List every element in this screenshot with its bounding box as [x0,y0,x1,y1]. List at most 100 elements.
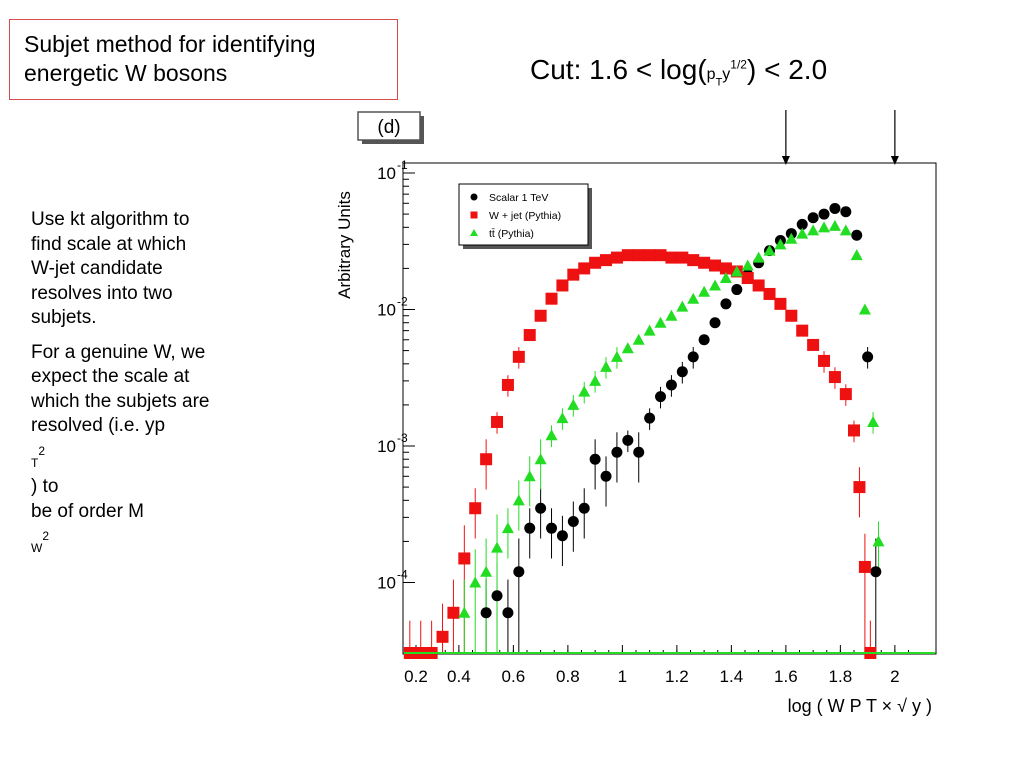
point-ttbar [600,360,613,372]
point-ttbar [867,415,880,427]
point-scalar [676,366,688,378]
legend-label: tt̄ (Pythia) [489,228,534,240]
y-tick-label-exponent: -4 [397,568,408,582]
legend-entries: Scalar 1 TeV W + jet (Pythia) tt̄ (Pythia) [470,192,561,240]
point-scalar [709,317,721,329]
point-wjet [610,251,623,264]
y-tick-label-base: 10 [377,574,396,593]
body-text: Use kt algorithm to find scale at which … [31,208,321,571]
point-scalar [818,208,830,220]
point-scalar [720,298,732,310]
point-ttbar [752,251,765,263]
slide-title-line-2: energetic W bosons [24,60,228,86]
point-wjet [632,249,645,262]
para2-line-4-sup: 2 [38,443,46,458]
cut-arrow-head [890,156,899,165]
point-wjet [491,415,504,428]
point-ttbar [654,316,667,328]
point-wjet [858,560,871,573]
point-wjet [774,297,787,310]
point-scalar [589,453,601,465]
x-tick-label: 1.8 [829,667,853,686]
slide-title-line-1: Subjet method for identifying [24,31,316,57]
cut-prefix: Cut: 1.6 < log( [530,54,707,85]
point-ttbar [501,522,514,534]
point-ttbar [774,238,787,250]
y-tick-label-exponent: -3 [397,431,408,445]
point-scalar [513,566,525,578]
point-wjet [853,481,866,494]
point-ttbar [818,221,831,233]
point-ttbar [676,300,689,312]
point-ttbar [687,292,700,304]
cut-arrow-head [781,156,790,165]
point-ttbar [828,219,841,231]
point-ttbar [632,333,645,345]
point-ttbar [469,576,482,588]
point-scalar [611,446,623,458]
cut-exp: 1/2 [730,57,747,72]
x-tick-label: 0.6 [502,667,526,686]
cut-t: T [715,76,723,89]
point-wjet [512,350,525,363]
x-tick-label: 1.6 [774,667,798,686]
x-tick-label: 1 [618,667,627,686]
point-ttbar [578,385,591,397]
point-ttbar [796,227,809,239]
point-ttbar [839,224,852,236]
point-wjet [687,254,700,267]
point-scalar [556,530,568,542]
point-scalar [731,284,743,296]
point-scalar [796,218,808,230]
point-wjet [848,424,860,437]
legend-marker [470,229,478,236]
point-wjet [741,272,754,285]
y-tick-label-base: 10 [377,164,396,183]
point-scalar [622,434,634,446]
point-wjet [621,249,634,262]
paragraph-1: Use kt algorithm to find scale at which … [31,208,321,331]
x-axis-label: log ( W P T × √ y ) [788,696,932,716]
point-scalar [600,470,612,482]
point-scalar [546,522,558,534]
point-scalar [491,590,503,602]
point-wjet [523,329,536,342]
point-wjet [534,309,547,322]
point-scalar [502,607,514,619]
legend-label: Scalar 1 TeV [489,192,548,204]
x-tick-label: 2 [890,667,899,686]
slide-title-box: Subjet method for identifying energetic … [9,19,398,100]
point-wjet [828,371,841,384]
legend-label: W + jet (Pythia) [489,210,561,222]
point-scalar [870,566,882,578]
para1-line-2: find scale at which [31,233,187,255]
legend-marker [470,211,478,219]
point-scalar [807,212,819,224]
paragraph-2: For a genuine W, we expect the scale at … [31,341,321,561]
point-ttbar [589,374,602,386]
point-scalar [524,522,536,534]
x-tick-label: 1.4 [720,667,744,686]
point-ttbar [858,303,871,315]
y-tick-label-exponent: -2 [397,295,408,309]
x-tick-label: 1.2 [665,667,689,686]
point-scalar [840,206,852,218]
point-ttbar [621,342,634,354]
point-ttbar [480,565,493,577]
para2-line-5-sub: W [31,541,43,556]
point-wjet [676,251,689,264]
point-ttbar [523,470,536,482]
para2-line-2: expect the scale at [31,366,190,387]
point-wjet [469,502,482,515]
point-wjet [698,256,711,269]
para1-line-5: subjets. [31,307,97,328]
point-wjet [480,453,493,466]
point-scalar [633,446,645,458]
point-wjet [785,309,798,322]
data-points [403,202,935,659]
point-ttbar [719,272,732,284]
legend-marker [470,193,478,201]
point-scalar [829,202,841,214]
panel-label-box [357,111,421,141]
point-scalar [535,502,547,514]
